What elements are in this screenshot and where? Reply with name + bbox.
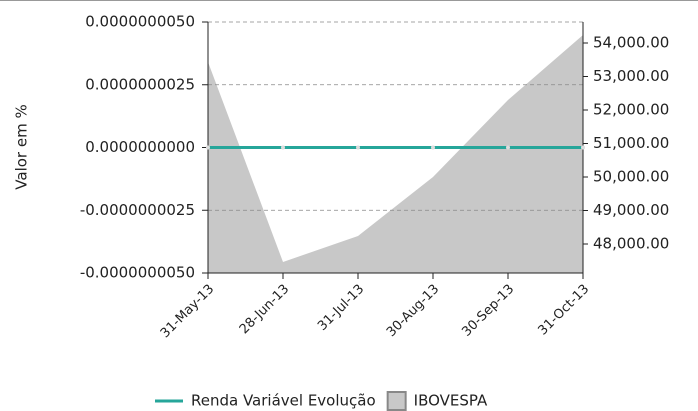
point (206, 145, 210, 150)
point (506, 145, 510, 150)
y-tick-label: 0.0000000050 (85, 13, 195, 31)
area (208, 34, 583, 274)
y2-tick-label: 54,000.00 (593, 34, 669, 52)
legend-label: Renda Variável Evolução (191, 392, 376, 410)
y2-tick-label: 48,000.00 (593, 234, 669, 252)
y-tick-label: 0.0000000025 (85, 75, 195, 93)
x-tick-label: 31-Oct-13 (536, 282, 593, 339)
y-axis-title: Valor em % (13, 104, 31, 189)
y2-tick-label: 53,000.00 (593, 67, 669, 85)
y-tick-label: -0.0000000050 (80, 264, 195, 282)
x-tick-label: 28-Jun-13 (237, 282, 293, 338)
point (431, 145, 435, 150)
y2-tick-label: 50,000.00 (593, 167, 669, 185)
x-tick-label: 30-Aug-13 (384, 282, 442, 340)
point (581, 145, 585, 150)
point (356, 145, 360, 150)
legend-label: IBOVESPA (414, 392, 488, 410)
x-tick-label: 31-May-13 (158, 282, 217, 341)
legend-swatch (386, 391, 407, 411)
y-tick-label: 0.0000000000 (85, 138, 195, 156)
y-tick-label: -0.0000000025 (80, 201, 195, 219)
y2-tick-label: 49,000.00 (593, 201, 669, 219)
x-tick-label: 31-Jul-13 (315, 282, 367, 334)
point (281, 145, 285, 150)
y2-tick-label: 51,000.00 (593, 134, 669, 152)
x-tick-label: 30-Sep-13 (459, 282, 517, 340)
y2-tick-label: 52,000.00 (593, 100, 669, 118)
